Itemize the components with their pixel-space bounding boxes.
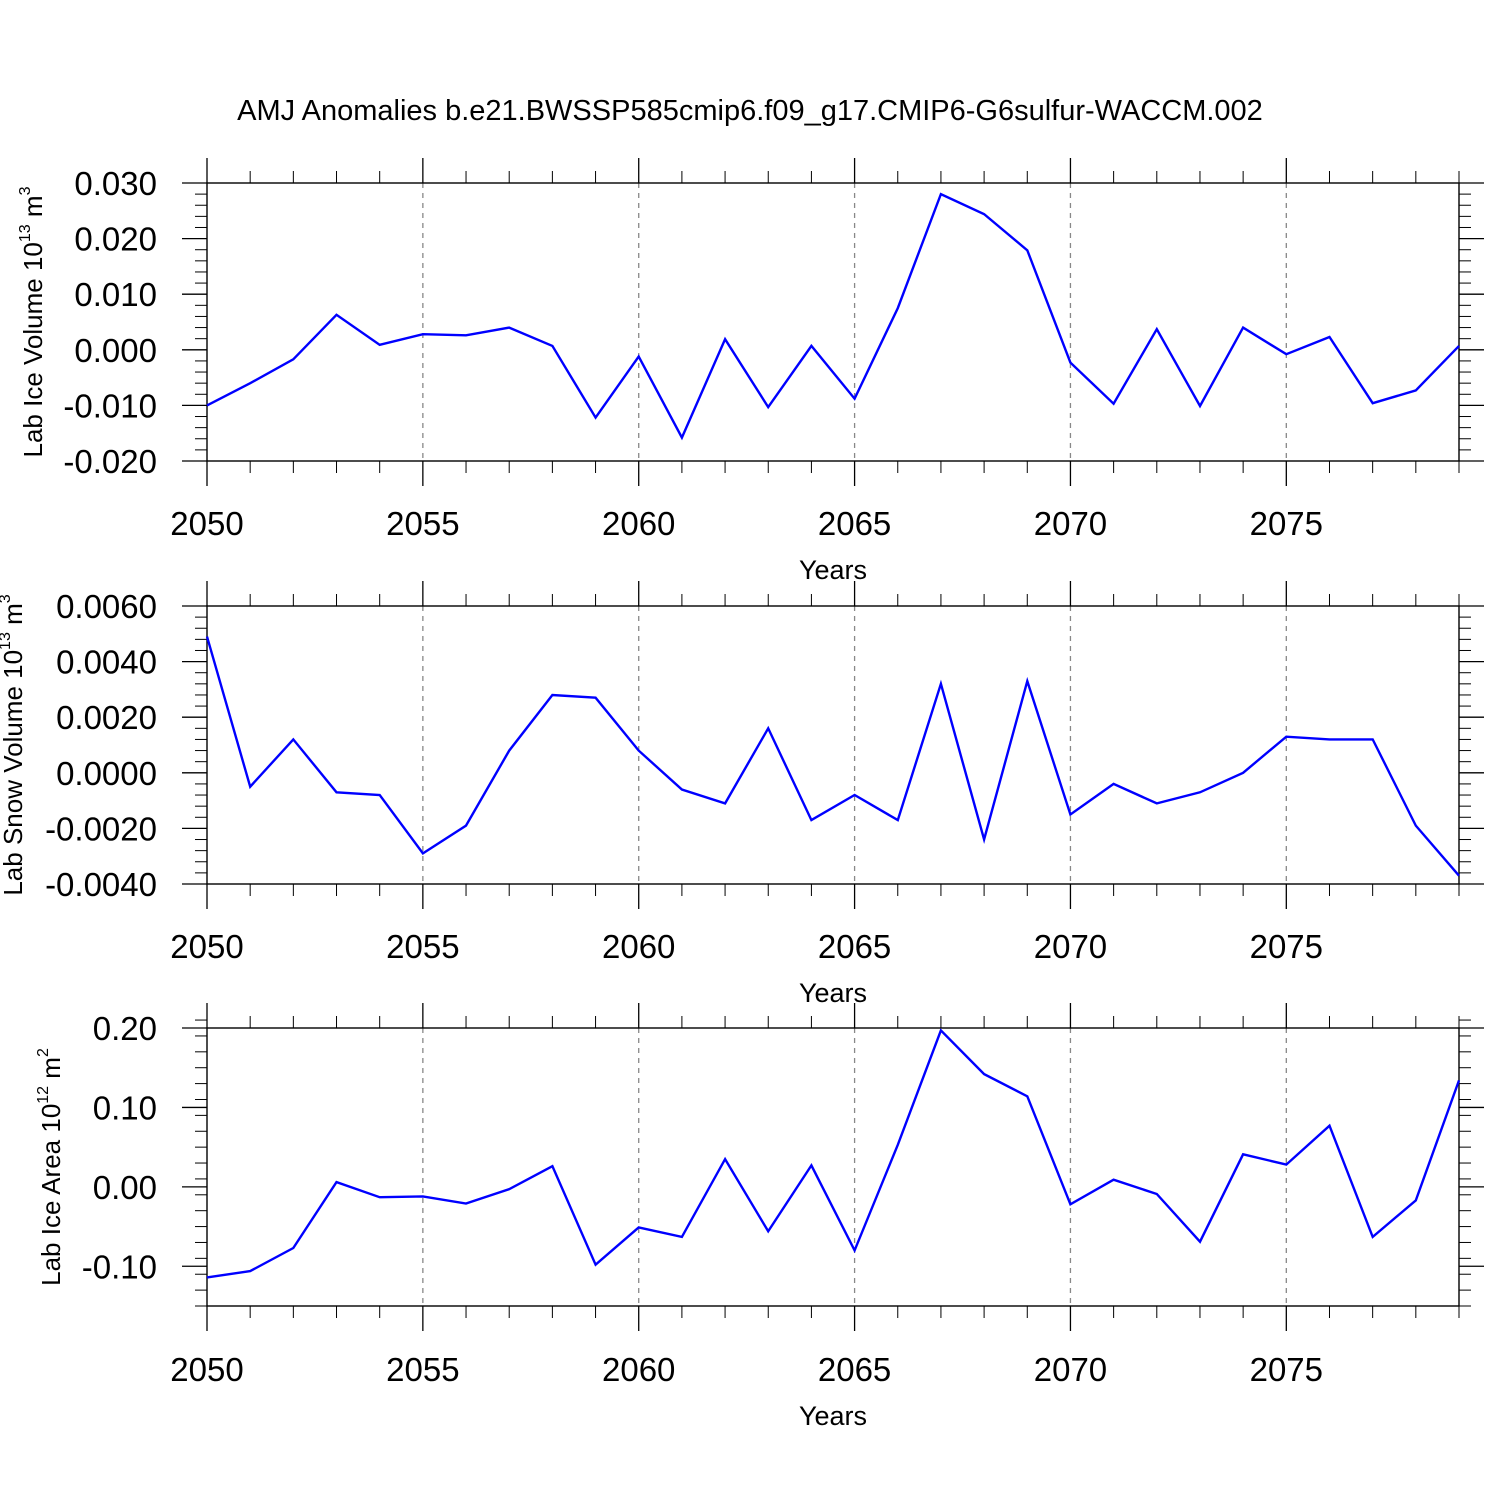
x-tick-label: 2060: [602, 928, 675, 965]
x-tick-label: 2050: [170, 1351, 243, 1388]
y-axis-title-superscript: 12: [35, 1086, 52, 1104]
x-axis-title: Years: [799, 555, 867, 585]
y-axis-title-text: Lab Snow Volume 10: [0, 650, 28, 896]
x-axis-title: Years: [799, 978, 867, 1008]
axes-frame: [206, 182, 1460, 462]
x-tick-label: 2070: [1034, 928, 1107, 965]
y-tick-label: -0.010: [63, 387, 157, 424]
y-tick-label: 0.0060: [56, 588, 157, 625]
series-line: [206, 192, 1460, 441]
x-tick-label: 2060: [602, 1351, 675, 1388]
y-axis-title: Lab Snow Volume 1013 m3: [0, 594, 28, 895]
x-tick-label: 2075: [1250, 1351, 1323, 1388]
y-axis-title-superscript: 3: [0, 594, 14, 603]
axes-frame: [206, 605, 1460, 885]
x-tick-label: 2050: [170, 505, 243, 542]
y-tick-label: 0.000: [74, 332, 157, 369]
x-tick-label: 2050: [170, 928, 243, 965]
y-tick-label: 0.00: [93, 1169, 157, 1206]
y-axis-title-superscript: 13: [17, 224, 34, 242]
y-tick-label: 0.10: [93, 1089, 157, 1126]
y-axis-title: Lab Ice Area 1012 m2: [35, 1048, 66, 1286]
y-tick-label: -0.0020: [45, 810, 157, 847]
y-axis-title-text: m: [18, 195, 48, 224]
x-tick-label: 2075: [1250, 928, 1323, 965]
x-tick-label: 2070: [1034, 1351, 1107, 1388]
x-tick-label: 2065: [818, 505, 891, 542]
y-axis-title-text: m: [36, 1057, 66, 1086]
y-axis-title-superscript: 13: [0, 632, 14, 650]
x-tick-label: 2060: [602, 505, 675, 542]
series-line: [205, 636, 1460, 877]
y-axis-title: Lab Ice Volume 1013 m3: [17, 186, 48, 457]
x-tick-label: 2055: [386, 505, 459, 542]
chart-panel-3: 2050 2055 2060 2065 2070 2075 -0.10 0.00 0.10 0.2…: [35, 1003, 1484, 1431]
y-tick-label: 0.0020: [56, 699, 157, 736]
x-tick-label: 2055: [386, 1351, 459, 1388]
chart-panel-1: 2050 2055 2060 2065 2070 2075 -0.020 -0.010 0.00…: [17, 158, 1484, 585]
y-tick-label: -0.020: [63, 443, 157, 480]
y-axis-title-superscript: 2: [35, 1048, 52, 1057]
x-tick-label: 2065: [818, 928, 891, 965]
x-tick-label: 2075: [1250, 505, 1323, 542]
x-tick-label: 2055: [386, 928, 459, 965]
y-tick-label: 0.010: [74, 276, 157, 313]
y-tick-label: 0.030: [74, 165, 157, 202]
y-axis-title-text: Lab Ice Area 10: [36, 1104, 66, 1286]
y-tick-label: 0.020: [74, 221, 157, 258]
x-tick-label: 2070: [1034, 505, 1107, 542]
chart-panel-2: 2050 2055 2060 2065 2070 2075 -0.0040 -0.0020 0.…: [0, 581, 1484, 1008]
x-axis-title: Years: [799, 1401, 867, 1431]
axes-frame: [206, 1027, 1460, 1307]
y-tick-label: 0.20: [93, 1010, 157, 1047]
series-line: [206, 1028, 1461, 1279]
y-axis-title-text: Lab Ice Volume 10: [18, 242, 48, 457]
y-tick-label: 0.0000: [56, 755, 157, 792]
y-axis-title-superscript: 3: [17, 186, 34, 195]
x-tick-label: 2065: [818, 1351, 891, 1388]
y-tick-label: -0.0040: [45, 866, 157, 903]
y-axis-title-text: m: [0, 603, 28, 632]
figure-title: AMJ Anomalies b.e21.BWSSP585cmip6.f09_g1…: [237, 95, 1263, 127]
y-tick-label: 0.0040: [56, 644, 157, 681]
y-tick-label: -0.10: [82, 1248, 157, 1285]
